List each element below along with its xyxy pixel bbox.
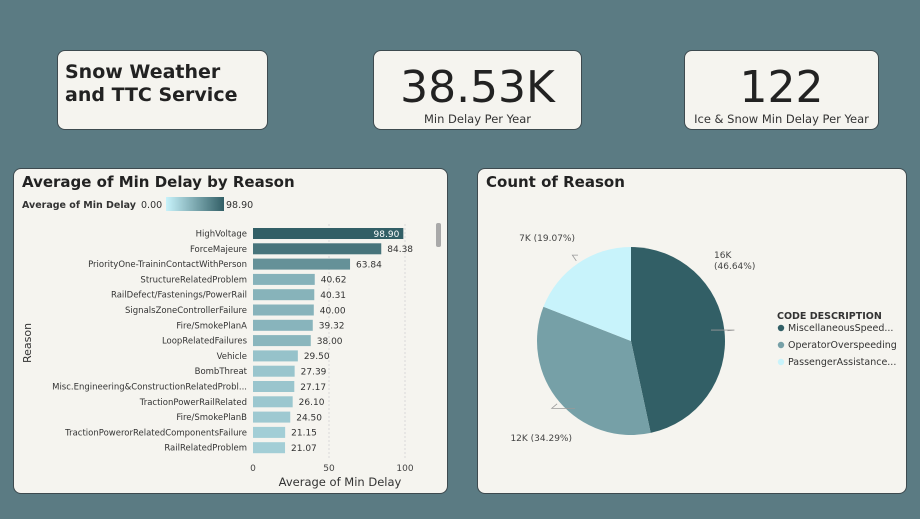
data-label: 27.17 — [300, 383, 326, 393]
data-label: 40.62 — [321, 276, 347, 286]
kpi-card-ice-snow-delay[interactable]: 122 Ice & Snow Min Delay Per Year — [684, 50, 879, 130]
category-label: PriorityOne-TraininContactWithPerson — [88, 260, 247, 270]
x-tick-label: 50 — [323, 464, 335, 474]
bar[interactable] — [253, 350, 298, 362]
slice-label: 7K (19.07%) — [519, 234, 575, 244]
bar-chart-card[interactable]: Average of Min Delay by Reason Average o… — [13, 168, 448, 494]
dashboard-title-line2: and TTC Service — [65, 84, 238, 106]
category-label: LoopRelatedFailures — [162, 337, 248, 347]
bar[interactable] — [253, 396, 293, 408]
pie-slice[interactable] — [631, 247, 725, 433]
data-label: 38.00 — [317, 337, 343, 347]
legend-min: 0.00 — [141, 200, 162, 211]
bar-chart-title: Average of Min Delay by Reason — [22, 173, 295, 191]
legend-marker — [777, 358, 785, 366]
pie-legend-title: CODE DESCRIPTION — [777, 311, 882, 322]
category-label: Fire/SmokePlanB — [176, 413, 247, 423]
legend-gradient — [166, 197, 224, 211]
title-card: Snow Weather and TTC Service — [57, 50, 268, 130]
legend-marker — [777, 341, 785, 349]
leader-line — [711, 329, 735, 332]
legend-item[interactable]: MiscellaneousSpeed... — [788, 323, 893, 334]
data-label: 21.07 — [291, 444, 317, 454]
data-label: 98.90 — [374, 230, 400, 240]
kpi-value: 122 — [739, 62, 824, 113]
legend-max: 98.90 — [226, 200, 253, 211]
slice-label: 16K — [714, 251, 732, 261]
bar[interactable] — [253, 365, 295, 377]
category-label: ForceMajeure — [190, 245, 247, 255]
pie-slice[interactable] — [537, 306, 651, 435]
category-label: TractionPowerRailRelated — [139, 398, 247, 408]
pie-chart-title: Count of Reason — [486, 173, 625, 191]
bar[interactable] — [253, 319, 313, 331]
bar[interactable] — [253, 335, 311, 347]
kpi-label: Ice & Snow Min Delay Per Year — [694, 112, 869, 126]
legend-item[interactable]: OperatorOverspeeding — [788, 340, 897, 351]
category-label: HighVoltage — [196, 230, 247, 240]
x-axis-label: Average of Min Delay — [279, 475, 402, 489]
dashboard-title: Snow Weather and TTC Service — [65, 61, 237, 107]
legend-title: Average of Min Delay — [22, 200, 137, 211]
legend-marker — [777, 324, 785, 332]
slice-label-pct: (46.64%) — [714, 262, 755, 272]
category-label: SignalsZoneControllerFailure — [125, 306, 247, 316]
bar-chart[interactable]: Average of Min Delay 0.00 98.90 Reason A… — [14, 169, 447, 493]
pie-slice[interactable] — [543, 247, 631, 341]
data-label: 27.39 — [301, 368, 327, 378]
category-label: RailDefect/Fastenings/PowerRail — [111, 291, 247, 301]
leader-line — [550, 403, 575, 409]
data-label: 24.50 — [296, 413, 322, 423]
data-label: 40.31 — [320, 291, 346, 301]
dashboard-title-line1: Snow Weather — [65, 61, 221, 83]
bar[interactable] — [253, 426, 286, 438]
bar[interactable] — [253, 228, 404, 239]
x-tick-label: 100 — [396, 464, 413, 474]
leader-line — [571, 254, 578, 262]
bar[interactable] — [253, 381, 295, 392]
data-label: 29.50 — [304, 352, 330, 362]
pie-group: 16K(46.64%) 12K (34.29%) 7K (19.07%) — [510, 234, 755, 444]
category-label: BombThreat — [195, 367, 248, 377]
data-label: 40.00 — [320, 306, 346, 316]
category-label: RailRelatedProblem — [164, 444, 247, 454]
data-label: 63.84 — [356, 260, 382, 270]
kpi-label: Min Delay Per Year — [423, 112, 532, 126]
x-tick-label: 0 — [250, 464, 256, 474]
data-label: 21.15 — [291, 429, 317, 439]
bar[interactable] — [253, 442, 286, 454]
bar[interactable] — [253, 258, 351, 270]
y-axis-label: Reason — [21, 323, 34, 363]
category-label: Misc.Engineering&ConstructionRelatedProb… — [52, 383, 247, 393]
legend-item[interactable]: PassengerAssistance... — [788, 357, 896, 368]
pie-legend: MiscellaneousSpeed... OperatorOverspeedin… — [777, 323, 897, 368]
bar[interactable] — [253, 289, 315, 301]
bar[interactable] — [253, 243, 382, 255]
pie-chart[interactable]: 16K(46.64%) 12K (34.29%) 7K (19.07%) CODE … — [478, 169, 906, 493]
category-label: StructureRelatedProblem — [140, 275, 247, 285]
bar[interactable] — [253, 411, 291, 423]
slice-label: 12K (34.29%) — [510, 434, 572, 444]
data-label: 39.32 — [319, 322, 345, 332]
bar[interactable] — [253, 304, 314, 316]
bar[interactable] — [253, 273, 315, 285]
data-label: 84.38 — [387, 245, 413, 255]
pie-chart-card[interactable]: Count of Reason 16K (46.64%) 12K (34.29%) 7… — [477, 168, 907, 494]
category-label: TractionPowerorRelatedComponentsFailure — [64, 428, 247, 438]
bars-group: 0 50 100 HighVoltage 98.90 ForceMajeure 84.38 P… — [52, 224, 414, 474]
category-label: Vehicle — [217, 352, 247, 362]
data-label: 26.10 — [299, 398, 325, 408]
category-label: Fire/SmokePlanA — [176, 321, 247, 331]
kpi-value: 38.53K — [400, 62, 555, 113]
kpi-card-min-delay[interactable]: 38.53K Min Delay Per Year — [373, 50, 582, 130]
scrollbar[interactable] — [436, 223, 441, 247]
